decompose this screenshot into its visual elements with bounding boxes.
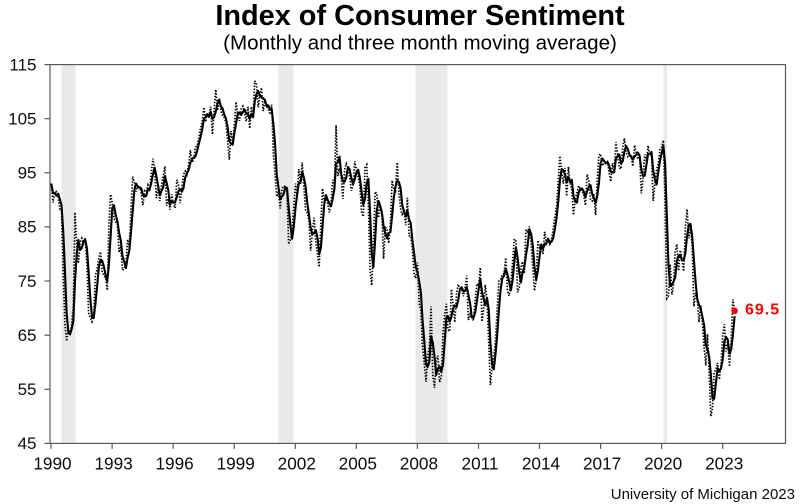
svg-text:(Monthly and three month movin: (Monthly and three month moving average) xyxy=(223,32,617,55)
svg-text:65: 65 xyxy=(18,326,37,345)
svg-text:69.5: 69.5 xyxy=(745,302,780,319)
svg-text:2023: 2023 xyxy=(705,454,743,474)
svg-text:2002: 2002 xyxy=(278,454,316,474)
svg-text:2014: 2014 xyxy=(522,454,561,474)
svg-text:75: 75 xyxy=(18,272,37,291)
svg-text:2017: 2017 xyxy=(583,454,621,474)
svg-text:105: 105 xyxy=(8,110,36,129)
svg-text:2020: 2020 xyxy=(644,454,682,474)
svg-text:55: 55 xyxy=(18,380,37,399)
svg-text:45: 45 xyxy=(18,434,37,453)
svg-text:Index of Consumer Sentiment: Index of Consumer Sentiment xyxy=(215,0,625,32)
svg-text:1990: 1990 xyxy=(33,454,71,474)
svg-text:95: 95 xyxy=(18,164,37,183)
svg-text:115: 115 xyxy=(9,55,36,74)
svg-text:2005: 2005 xyxy=(339,454,377,474)
svg-text:University of Michigan 2023: University of Michigan 2023 xyxy=(611,486,795,503)
svg-text:2008: 2008 xyxy=(400,454,438,474)
svg-text:85: 85 xyxy=(18,218,37,237)
svg-text:1993: 1993 xyxy=(94,454,132,474)
svg-text:1996: 1996 xyxy=(155,454,193,474)
svg-text:2011: 2011 xyxy=(462,454,499,474)
svg-text:1999: 1999 xyxy=(217,454,255,474)
